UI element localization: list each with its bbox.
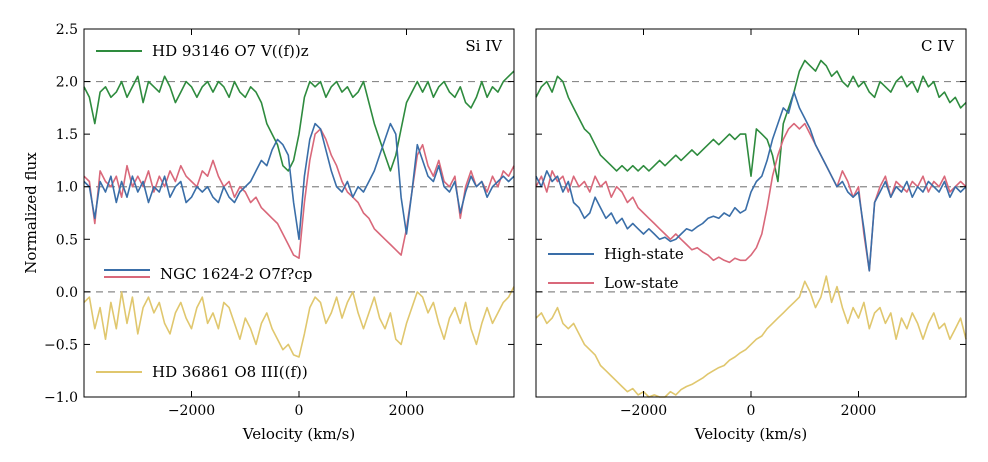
y-tick-label: 2.5 bbox=[56, 22, 78, 38]
c-iv-panel: −2000 0 2000 Velocity (km/s) C IV High-state L… bbox=[535, 28, 967, 443]
legend-label: NGC 1624-2 O7f?cp bbox=[160, 265, 312, 283]
series-line bbox=[535, 59, 967, 183]
y-tick-label: −0.5 bbox=[44, 337, 78, 353]
panel-label: C IV bbox=[921, 37, 955, 55]
plot-frame bbox=[535, 28, 967, 398]
y-tick-label: 0.0 bbox=[56, 285, 78, 301]
series-line bbox=[535, 275, 967, 398]
x-tick-label: −2000 bbox=[620, 403, 667, 419]
x-tick-label: 0 bbox=[747, 403, 756, 419]
series-line bbox=[535, 91, 967, 272]
legend-label: High-state bbox=[604, 245, 684, 263]
x-axis-label: Velocity (km/s) bbox=[242, 425, 355, 443]
y-tick-label: 1.5 bbox=[56, 127, 78, 143]
panel-label: Si IV bbox=[465, 37, 503, 55]
x-tick-label: 0 bbox=[295, 403, 304, 419]
x-axis-label: Velocity (km/s) bbox=[694, 425, 807, 443]
x-tick-label: 2000 bbox=[389, 403, 425, 419]
x-tick-label: 2000 bbox=[841, 403, 877, 419]
si-iv-panel: −2000 0 2000 −1.0 −0.5 0.0 0.5 1.0 1.5 2.0 2.5 Velo… bbox=[22, 22, 515, 443]
legend-label: HD 36861 O8 III((f)) bbox=[152, 363, 308, 381]
x-tick-label: −2000 bbox=[168, 403, 215, 419]
legend-label: HD 93146 O7 V((f))z bbox=[152, 42, 309, 60]
series-line bbox=[83, 286, 515, 358]
series-line bbox=[83, 128, 515, 260]
series-line bbox=[83, 70, 515, 172]
y-tick-label: −1.0 bbox=[44, 390, 78, 406]
y-tick-label: 2.0 bbox=[56, 75, 78, 91]
series-line bbox=[83, 122, 515, 241]
y-tick-label: 0.5 bbox=[56, 232, 78, 248]
legend-label: Low-state bbox=[604, 274, 679, 292]
y-tick-label: 1.0 bbox=[56, 180, 78, 196]
series-line bbox=[535, 122, 967, 272]
y-axis-label: Normalized flux bbox=[22, 152, 40, 274]
